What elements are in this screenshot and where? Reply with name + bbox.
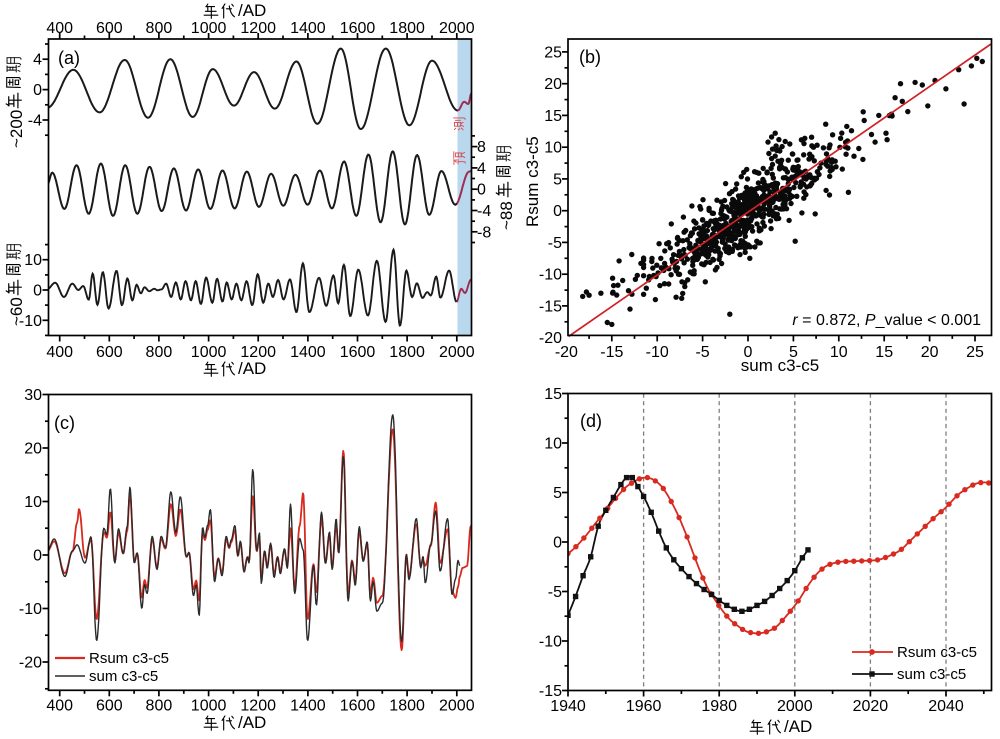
svg-text:0: 0 — [33, 283, 42, 300]
svg-text:25: 25 — [966, 344, 984, 361]
svg-text:-5: -5 — [548, 235, 562, 252]
svg-text:15: 15 — [875, 344, 893, 361]
svg-text:~60: ~60 — [7, 297, 26, 326]
svg-text:1000: 1000 — [191, 698, 227, 715]
svg-text:(c): (c) — [54, 413, 75, 433]
svg-text:2000: 2000 — [439, 344, 475, 361]
svg-text:-5: -5 — [548, 584, 562, 601]
svg-text:20: 20 — [544, 76, 562, 93]
svg-text:5: 5 — [553, 485, 562, 502]
svg-text:600: 600 — [96, 698, 123, 715]
svg-text:15: 15 — [544, 108, 562, 125]
svg-text:-10: -10 — [19, 601, 42, 618]
svg-text:(b): (b) — [579, 47, 601, 67]
svg-text:2000: 2000 — [439, 20, 475, 37]
svg-text:10: 10 — [544, 436, 562, 453]
svg-text:0: 0 — [553, 203, 562, 220]
svg-text:1600: 1600 — [340, 344, 376, 361]
svg-text:2000: 2000 — [777, 698, 813, 715]
svg-text:1980: 1980 — [701, 698, 737, 715]
svg-text:Rsum c3-c5: Rsum c3-c5 — [523, 136, 542, 227]
svg-text:0: 0 — [33, 548, 42, 565]
svg-text:-15: -15 — [539, 683, 562, 700]
svg-text:1400: 1400 — [290, 698, 326, 715]
svg-text:2000: 2000 — [439, 698, 475, 715]
svg-text:-5: -5 — [695, 344, 709, 361]
svg-text:-20: -20 — [539, 330, 562, 347]
svg-text:/AD: /AD — [238, 359, 266, 378]
svg-text:0: 0 — [553, 535, 562, 552]
svg-text:1200: 1200 — [240, 698, 276, 715]
svg-text:800: 800 — [146, 20, 173, 37]
svg-text:1000: 1000 — [191, 20, 227, 37]
svg-text:0: 0 — [477, 182, 486, 199]
svg-text:400: 400 — [46, 344, 73, 361]
svg-text:~88: ~88 — [497, 201, 516, 230]
svg-text:1400: 1400 — [290, 344, 326, 361]
svg-text:10: 10 — [830, 344, 848, 361]
svg-text:Rsum c3-c5: Rsum c3-c5 — [89, 650, 169, 667]
svg-text:sum c3-c5: sum c3-c5 — [741, 356, 819, 375]
svg-text:1960: 1960 — [626, 698, 662, 715]
svg-text:-15: -15 — [539, 298, 562, 315]
svg-text:/AD: /AD — [238, 1, 266, 20]
svg-text:25: 25 — [544, 44, 562, 61]
svg-text:-8: -8 — [477, 224, 491, 241]
svg-text:-4: -4 — [28, 113, 42, 130]
svg-text:-20: -20 — [19, 655, 42, 672]
svg-text:1000: 1000 — [191, 344, 227, 361]
svg-text:-10: -10 — [646, 344, 669, 361]
svg-text:(a): (a) — [58, 48, 80, 68]
svg-text:Rsum c3-c5: Rsum c3-c5 — [897, 644, 977, 661]
svg-text:15: 15 — [544, 386, 562, 403]
svg-text:400: 400 — [46, 698, 73, 715]
svg-text:sum c3-c5: sum c3-c5 — [89, 668, 158, 685]
svg-text:600: 600 — [96, 344, 123, 361]
svg-text:-10: -10 — [539, 267, 562, 284]
svg-text:sum c3-c5: sum c3-c5 — [897, 666, 966, 683]
svg-text:1800: 1800 — [389, 698, 425, 715]
svg-text:1800: 1800 — [389, 20, 425, 37]
svg-text:-10: -10 — [539, 634, 562, 651]
svg-text:600: 600 — [96, 20, 123, 37]
svg-text:1400: 1400 — [290, 20, 326, 37]
svg-text:1600: 1600 — [340, 20, 376, 37]
svg-text:5: 5 — [553, 171, 562, 188]
svg-text:1200: 1200 — [240, 344, 276, 361]
svg-text:-15: -15 — [600, 344, 623, 361]
svg-text:/AD: /AD — [238, 713, 266, 732]
svg-text:800: 800 — [146, 344, 173, 361]
svg-text:400: 400 — [46, 20, 73, 37]
svg-text:4: 4 — [477, 160, 486, 177]
svg-text:20: 20 — [24, 441, 42, 458]
svg-text:0: 0 — [744, 344, 753, 361]
svg-text:10: 10 — [24, 494, 42, 511]
svg-text:30: 30 — [24, 387, 42, 404]
svg-text:(d): (d) — [580, 411, 602, 431]
svg-text:2040: 2040 — [928, 698, 964, 715]
svg-text:8: 8 — [477, 139, 486, 156]
svg-text:-20: -20 — [555, 344, 578, 361]
svg-text:4: 4 — [33, 52, 42, 69]
svg-text:1800: 1800 — [389, 344, 425, 361]
svg-text:/AD: /AD — [784, 717, 812, 736]
svg-text:~200: ~200 — [7, 110, 26, 148]
svg-text:20: 20 — [921, 344, 939, 361]
svg-text:r = 0.872, P_value < 0.001: r = 0.872, P_value < 0.001 — [792, 312, 981, 329]
svg-text:800: 800 — [146, 698, 173, 715]
svg-text:10: 10 — [24, 252, 42, 269]
svg-text:2020: 2020 — [853, 698, 889, 715]
svg-text:5: 5 — [789, 344, 798, 361]
svg-text:10: 10 — [544, 140, 562, 157]
svg-text:1940: 1940 — [550, 698, 586, 715]
svg-text:1200: 1200 — [240, 20, 276, 37]
svg-text:-10: -10 — [19, 313, 42, 330]
svg-text:-4: -4 — [477, 203, 491, 220]
svg-text:1600: 1600 — [340, 698, 376, 715]
svg-text:0: 0 — [33, 82, 42, 99]
